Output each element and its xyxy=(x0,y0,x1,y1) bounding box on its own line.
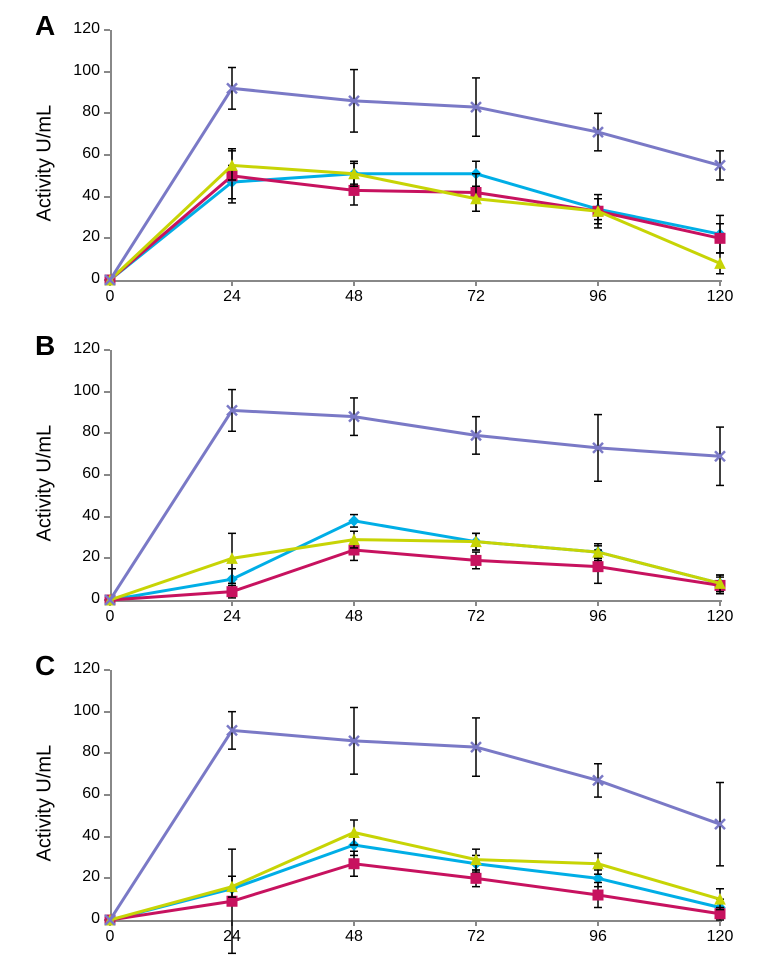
series-line xyxy=(110,174,720,280)
figure: AActivity U/mL02040608010012002448729612… xyxy=(0,0,760,980)
chart-svg xyxy=(0,10,760,330)
panel-a: AActivity U/mL02040608010012002448729612… xyxy=(0,10,760,330)
series-line xyxy=(110,540,720,600)
series-line xyxy=(110,845,720,920)
series-line xyxy=(110,88,720,280)
series-line xyxy=(110,176,720,280)
panel-c: CActivity U/mL02040608010012002448729612… xyxy=(0,650,760,970)
chart-svg xyxy=(0,330,760,650)
series-line xyxy=(110,550,720,600)
series-line xyxy=(110,165,720,280)
series-line xyxy=(110,730,720,920)
chart-svg xyxy=(0,650,760,970)
panel-b: BActivity U/mL02040608010012002448729612… xyxy=(0,330,760,650)
